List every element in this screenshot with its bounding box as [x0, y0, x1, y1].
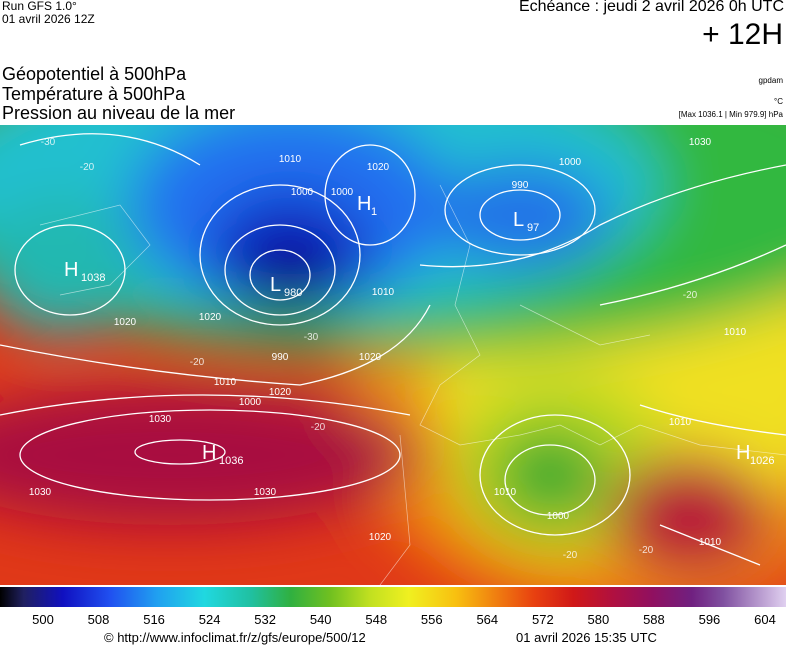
colorbar-tick: 580: [587, 612, 610, 627]
center-value: 1: [371, 206, 377, 218]
temperature-label: -20: [683, 290, 698, 301]
forecast-time: Echéance : jeudi 2 avril 2026 0h UTC: [518, 0, 784, 15]
colorbar-tick: 564: [476, 612, 499, 627]
temperature-label: -30: [304, 332, 319, 343]
center-letter: L: [513, 209, 524, 231]
center-letter: H: [64, 259, 78, 281]
isobar-label: 1020: [359, 352, 382, 363]
colorbar-tick: 556: [420, 612, 443, 627]
center-value: 1036: [219, 455, 243, 467]
colorbar-tick: 588: [643, 612, 665, 627]
isobar-label: 1010: [669, 417, 692, 428]
coastlines: [39, 184, 786, 585]
isobar-label: 1000: [291, 187, 314, 198]
unit: [Max 1036.1 | Min 979.9] hPa: [678, 110, 783, 119]
isobar-label: 1030: [689, 137, 712, 148]
isobar-label: 1000: [559, 157, 582, 168]
isobar-label: 990: [512, 180, 529, 191]
colorbar-tick: 524: [198, 612, 221, 627]
isobar-label: 1030: [29, 487, 52, 498]
run-date: 01 avril 2026 12Z: [2, 12, 95, 26]
isobar-label: 1000: [239, 397, 262, 408]
center-letter: H: [736, 442, 750, 464]
temperature-label: -20: [639, 545, 654, 556]
temperature-label: -20: [563, 550, 578, 561]
isobar-label: 1010: [699, 537, 722, 548]
temperature-label: -30: [41, 137, 56, 148]
temperature-label: -20: [80, 162, 95, 173]
isobar-label: 1010: [214, 377, 237, 388]
isobar-label: 1010: [279, 154, 302, 165]
isobar-label: 1020: [369, 532, 392, 543]
colorbar-tick: 508: [87, 612, 110, 627]
isobar-label: 1000: [547, 511, 570, 522]
center-letter: L: [270, 274, 281, 296]
colorbar-tick: 532: [254, 612, 276, 627]
field-name: Température à 500hPa: [2, 84, 186, 104]
field-name: Pression au niveau de la mer: [2, 103, 236, 123]
isobar-label: 1030: [149, 414, 172, 425]
unit: °C: [774, 97, 783, 106]
isobar-label: 1020: [199, 312, 222, 323]
center-value: 1038: [81, 272, 105, 284]
isobar-label: 1020: [367, 162, 390, 173]
temperature-label: -20: [311, 422, 326, 433]
isobar-label: 1020: [269, 387, 292, 398]
generated-time: 01 avril 2026 15:35 UTC: [516, 630, 657, 645]
center-value: 97: [527, 222, 539, 234]
isobar-label: 1010: [372, 287, 395, 298]
center-value: 1026: [750, 455, 774, 467]
colorbar: [0, 587, 786, 607]
isobar-label: 1020: [114, 317, 137, 328]
colorbar-tick: 540: [309, 612, 332, 627]
source-link[interactable]: © http://www.infoclimat.fr/z/gfs/europe/…: [104, 630, 366, 645]
colorbar-tick: 500: [32, 612, 54, 627]
isobar-label: 990: [272, 352, 289, 363]
colorbar-tick: 516: [143, 612, 165, 627]
temperature-label: -20: [190, 357, 205, 368]
center-letter: H: [357, 193, 371, 215]
isobar-label: 1010: [724, 327, 747, 338]
isobar-label: 1010: [494, 487, 517, 498]
unit: gpdam: [758, 76, 783, 85]
colorbar-tick: 596: [698, 612, 721, 627]
center-value: 980: [284, 287, 302, 299]
lead-time: + 12H: [702, 18, 783, 51]
field-name: Géopotentiel à 500hPa: [2, 64, 187, 84]
center-letter: H: [202, 442, 216, 464]
run-label: Run GFS 1.0°: [2, 0, 77, 13]
colorbar-tick: 604: [754, 612, 776, 627]
colorbar-tick: 572: [531, 612, 554, 627]
isobars: [0, 133, 786, 566]
isobar-label: 1030: [254, 487, 277, 498]
isobar-label: 1000: [331, 187, 354, 198]
colorbar-tick: 548: [365, 612, 388, 627]
